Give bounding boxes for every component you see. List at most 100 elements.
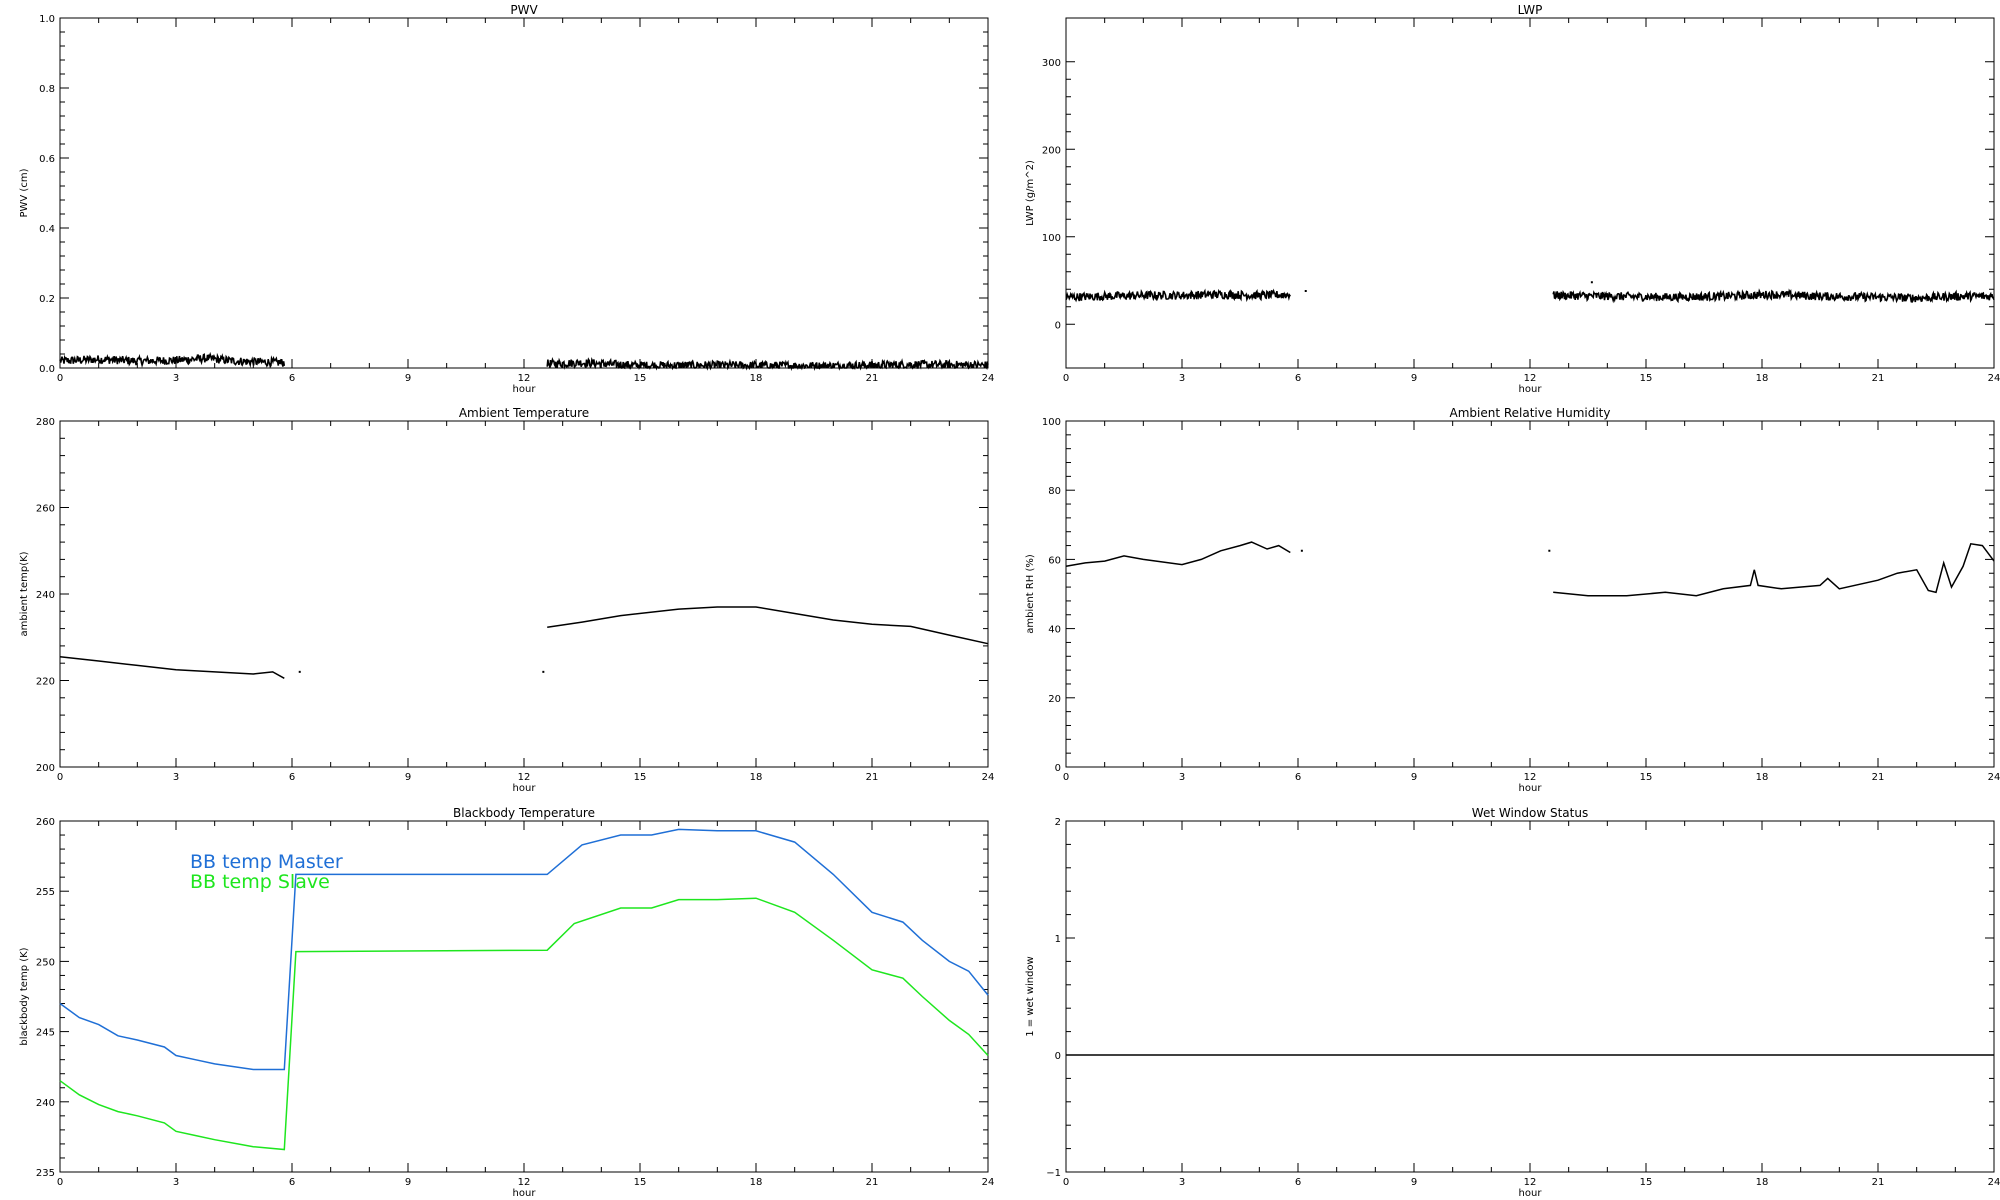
data-point xyxy=(1590,281,1593,284)
plot-frame xyxy=(1065,17,1995,369)
y-tick-label: 255 xyxy=(36,887,55,898)
data-point xyxy=(1304,290,1307,292)
y-tick-label: 245 xyxy=(36,1028,55,1039)
x-tick-label: 21 xyxy=(866,1177,879,1188)
x-axis-label: hour xyxy=(513,783,537,794)
x-tick-label: 21 xyxy=(866,373,879,384)
x-tick-label: 21 xyxy=(1872,772,1885,783)
x-tick-label: 24 xyxy=(982,373,995,384)
x-tick-label: 6 xyxy=(1295,772,1301,783)
y-axis-label: PWV (cm) xyxy=(19,168,30,217)
chart-panel-3: Ambient Relative Humidity 0 3 6 9 12 15 18 21 24 h… xyxy=(1025,406,2000,794)
y-tick-label: 0 xyxy=(1055,1051,1061,1062)
y-tick-label: 0 xyxy=(1055,320,1061,331)
y-tick-label: 260 xyxy=(36,817,55,828)
y-tick-label: 280 xyxy=(36,417,55,428)
series-line-0-segment-0 xyxy=(59,828,989,1071)
x-tick-label: 9 xyxy=(405,373,411,384)
x-tick-label: 15 xyxy=(634,1177,647,1188)
x-tick-label: 9 xyxy=(405,772,411,783)
legend-entry-1: BB temp Slave xyxy=(190,871,330,893)
y-tick-label: 0 xyxy=(1055,763,1061,774)
series-line-0-segment-0 xyxy=(1065,541,1291,568)
chart-title: PWV xyxy=(510,3,538,17)
x-tick-label: 0 xyxy=(1063,772,1069,783)
y-tick-label: 220 xyxy=(36,677,55,688)
x-tick-label: 18 xyxy=(750,772,763,783)
x-axis-label: hour xyxy=(1519,1188,1543,1199)
chart-title: Ambient Relative Humidity xyxy=(1450,406,1611,420)
x-tick-label: 6 xyxy=(289,772,295,783)
plot-frame xyxy=(1065,420,1995,768)
y-tick-label: 240 xyxy=(36,1098,55,1109)
chart-title: Ambient Temperature xyxy=(459,406,589,420)
x-tick-label: 15 xyxy=(634,373,647,384)
y-tick-label: 240 xyxy=(36,590,55,601)
x-tick-label: 12 xyxy=(518,772,531,783)
x-tick-label: 3 xyxy=(173,1177,179,1188)
y-axis-label: LWP (g/m^2) xyxy=(1025,160,1036,226)
x-tick-label: 21 xyxy=(1872,373,1885,384)
x-tick-label: 6 xyxy=(1295,373,1301,384)
chart-panel-1: LWP 0 3 6 9 12 15 18 21 24 hour 0 100 200 300 LWP (g/m^… xyxy=(1025,3,2000,395)
y-tick-label: 200 xyxy=(1042,145,1061,156)
x-tick-label: 6 xyxy=(289,373,295,384)
series-line-0-segment-1 xyxy=(547,606,989,645)
y-tick-label: 80 xyxy=(1048,486,1061,497)
x-tick-label: 15 xyxy=(1640,772,1653,783)
y-axis-label: 1 = wet window xyxy=(1025,956,1036,1036)
series-line-1-segment-0 xyxy=(59,897,989,1151)
x-tick-label: 24 xyxy=(1988,772,2000,783)
chart-title: Wet Window Status xyxy=(1472,806,1588,820)
x-tick-label: 21 xyxy=(866,772,879,783)
x-tick-label: 0 xyxy=(57,772,63,783)
x-tick-label: 24 xyxy=(982,772,995,783)
chart-panel-2: Ambient Temperature 0 3 6 9 12 15 18 21 24 hour 200… xyxy=(19,406,994,794)
series-line-0-segment-1 xyxy=(1553,542,1995,597)
plot-frame xyxy=(59,17,989,369)
x-tick-label: 0 xyxy=(57,1177,63,1188)
plot-frame xyxy=(1065,820,1995,1173)
x-tick-label: 24 xyxy=(982,1177,995,1188)
y-tick-label: 235 xyxy=(36,1168,55,1179)
y-axis-label: ambient temp(K) xyxy=(19,551,30,636)
x-tick-label: 18 xyxy=(1756,1177,1769,1188)
data-point xyxy=(1548,549,1551,552)
series-line-0-segment-0 xyxy=(59,351,286,369)
series-line-0-segment-0 xyxy=(1065,288,1291,303)
chart-panel-4: Blackbody Temperature 0 3 6 9 12 15 18 21 24 hour 2… xyxy=(19,806,994,1199)
y-tick-label: 0.0 xyxy=(39,364,55,375)
x-tick-label: 18 xyxy=(1756,373,1769,384)
x-tick-label: 9 xyxy=(1411,1177,1417,1188)
x-tick-label: 3 xyxy=(1179,373,1185,384)
x-tick-label: 18 xyxy=(1756,772,1769,783)
x-tick-label: 3 xyxy=(1179,1177,1185,1188)
x-tick-label: 6 xyxy=(289,1177,295,1188)
x-tick-label: 18 xyxy=(750,373,763,384)
x-tick-label: 21 xyxy=(1872,1177,1885,1188)
legend-entry-0: BB temp Master xyxy=(190,851,343,873)
x-axis-label: hour xyxy=(1519,783,1543,794)
x-tick-label: 15 xyxy=(634,772,647,783)
x-tick-label: 9 xyxy=(1411,373,1417,384)
y-tick-label: 260 xyxy=(36,504,55,515)
x-tick-label: 9 xyxy=(1411,772,1417,783)
y-tick-label: 200 xyxy=(36,763,55,774)
y-tick-label: 60 xyxy=(1048,555,1061,566)
y-tick-label: 1.0 xyxy=(39,14,55,25)
x-tick-label: 6 xyxy=(1295,1177,1301,1188)
y-tick-label: 20 xyxy=(1048,694,1061,705)
y-tick-label: 300 xyxy=(1042,58,1061,69)
x-tick-label: 3 xyxy=(173,373,179,384)
x-tick-label: 3 xyxy=(173,772,179,783)
x-tick-label: 0 xyxy=(1063,1177,1069,1188)
x-tick-label: 9 xyxy=(405,1177,411,1188)
x-axis-label: hour xyxy=(513,384,537,395)
data-point xyxy=(1300,549,1303,552)
x-tick-label: 12 xyxy=(1524,373,1537,384)
x-tick-label: 0 xyxy=(1063,373,1069,384)
y-tick-label: 100 xyxy=(1042,417,1061,428)
x-tick-label: 0 xyxy=(57,373,63,384)
